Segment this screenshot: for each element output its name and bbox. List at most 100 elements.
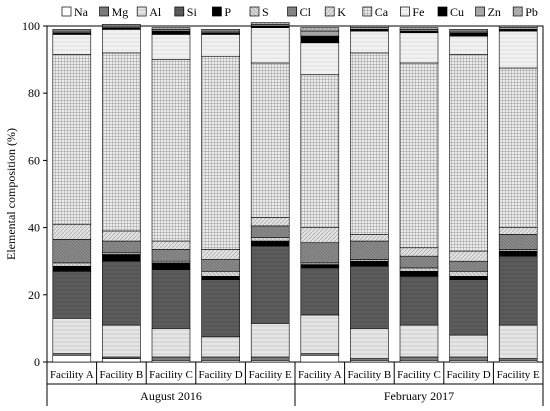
bar-segment-pb bbox=[300, 27, 340, 32]
y-tick-label: 80 bbox=[28, 86, 40, 100]
bar-segment-p bbox=[498, 250, 538, 257]
bar-segment-p bbox=[52, 265, 92, 272]
bar-segment-k bbox=[201, 249, 240, 260]
bar-segment-pb bbox=[52, 29, 92, 32]
legend-swatch-cu bbox=[437, 6, 448, 17]
legend-swatch-na bbox=[61, 6, 72, 17]
bar-segment-si bbox=[449, 279, 488, 336]
bar-segment-mg bbox=[250, 356, 290, 361]
bar-segment-k bbox=[399, 247, 439, 257]
bar-segment-al bbox=[102, 324, 141, 358]
bar-segment-al bbox=[350, 328, 389, 359]
bar-segment-ca bbox=[350, 52, 389, 235]
legend-swatch-k bbox=[324, 6, 335, 17]
bar-segment-ca bbox=[201, 55, 240, 250]
bar-segment-k bbox=[151, 240, 191, 250]
bar-segment-pb bbox=[399, 27, 439, 30]
plot-area: 0 20 40 60 80 100 bbox=[22, 19, 544, 369]
x-tick-label: Facility C bbox=[149, 369, 193, 381]
group-label: August 2016 bbox=[140, 389, 202, 403]
legend-swatch-fe bbox=[400, 6, 410, 17]
legend-swatch-p bbox=[212, 6, 222, 17]
bar-segment-pb bbox=[498, 25, 538, 28]
x-tick-label: Facility E bbox=[497, 369, 540, 381]
bar-segment-cl bbox=[399, 255, 439, 269]
bar-segment-pb bbox=[350, 25, 389, 28]
bar-segment-fe bbox=[201, 34, 240, 57]
bar-segment-na bbox=[300, 354, 340, 363]
bar-segment-na bbox=[52, 354, 92, 363]
bar-segment-ca bbox=[399, 62, 439, 249]
legend-label-mg: Mg bbox=[112, 5, 129, 19]
bar-segment-p bbox=[399, 270, 439, 277]
bar-segment-ca bbox=[151, 59, 191, 242]
bar-segment-k bbox=[52, 223, 92, 240]
x-tick-label: Facility B bbox=[348, 369, 392, 381]
legend-swatch-al bbox=[136, 6, 147, 17]
bar-segment-cl bbox=[498, 234, 538, 250]
bar-segment-na bbox=[102, 358, 141, 363]
bar-segment-pb bbox=[151, 27, 191, 30]
bar-segment-s bbox=[399, 267, 439, 272]
bar-segment-al bbox=[52, 318, 92, 354]
legend-label-si: Si bbox=[187, 5, 198, 19]
bar-segment-cl bbox=[52, 239, 92, 264]
bar-segment-mg bbox=[201, 356, 240, 361]
bar-segment-k bbox=[350, 234, 389, 242]
bar-segment-al bbox=[498, 324, 538, 359]
bar-segment-fe bbox=[300, 42, 340, 76]
bar-segment-al bbox=[399, 324, 439, 358]
bar-segment-cl bbox=[300, 242, 340, 264]
bar-segment-si bbox=[52, 270, 92, 319]
bars bbox=[52, 22, 538, 363]
bar-segment-ca bbox=[52, 54, 92, 225]
legend-label-pb: Pb bbox=[525, 5, 538, 19]
bar-segment-zn bbox=[300, 30, 340, 37]
bar-segment-cl bbox=[102, 240, 141, 254]
bar-segment-k bbox=[498, 227, 538, 235]
bar-segment-ca bbox=[250, 62, 290, 218]
bar-segment-al bbox=[151, 328, 191, 358]
group-label: February 2017 bbox=[384, 389, 454, 403]
bar-segment-fe bbox=[449, 35, 488, 55]
x-tick-label: Facility A bbox=[50, 369, 94, 381]
bar-segment-cl bbox=[449, 260, 488, 272]
y-tick-label: 40 bbox=[28, 221, 40, 235]
bar-segment-al bbox=[449, 334, 488, 358]
bar-segment-p bbox=[250, 240, 290, 247]
bar-segment-p bbox=[201, 276, 240, 280]
x-tick-label: Facility E bbox=[249, 369, 292, 381]
bar-segment-s bbox=[201, 270, 240, 277]
bar-segment-si bbox=[399, 276, 439, 326]
x-axis: Facility A Facility B Facility C Facility D… bbox=[46, 362, 544, 406]
bar-segment-cl bbox=[350, 240, 389, 260]
bar-segment-k bbox=[300, 227, 340, 244]
bar-segment-pb bbox=[250, 22, 290, 25]
bar-segment-si bbox=[250, 245, 290, 324]
legend-label-cu: Cu bbox=[450, 5, 464, 19]
bar-segment-p bbox=[102, 254, 141, 262]
bar-segment-fe bbox=[399, 32, 439, 64]
y-tick-label: 0 bbox=[34, 355, 40, 369]
bar-segment-ca bbox=[498, 67, 538, 228]
bar-segment-pb bbox=[201, 29, 240, 32]
legend-swatch-si bbox=[174, 6, 185, 17]
bar-segment-si bbox=[498, 255, 538, 326]
bar-segment-al bbox=[300, 314, 340, 354]
x-tick-label: Facility D bbox=[446, 369, 490, 381]
bar-segment-k bbox=[449, 250, 488, 262]
legend-label-na: Na bbox=[74, 5, 89, 19]
bar-segment-k bbox=[102, 230, 141, 242]
bar-segment-si bbox=[201, 279, 240, 338]
y-axis-label: Elemental composition (%) bbox=[4, 128, 18, 260]
bar-segment-cl bbox=[201, 259, 240, 272]
bar-segment-pb bbox=[102, 24, 141, 27]
legend-label-cl: Cl bbox=[300, 5, 312, 19]
bar-segment-al bbox=[250, 323, 290, 358]
bar-segment-p bbox=[151, 262, 191, 270]
bar-segment-p bbox=[449, 276, 488, 280]
x-tick-label: Facility D bbox=[198, 369, 242, 381]
legend-swatch-zn bbox=[475, 6, 485, 17]
bar-segment-p bbox=[300, 264, 340, 269]
bar-segment-mg bbox=[449, 356, 488, 361]
